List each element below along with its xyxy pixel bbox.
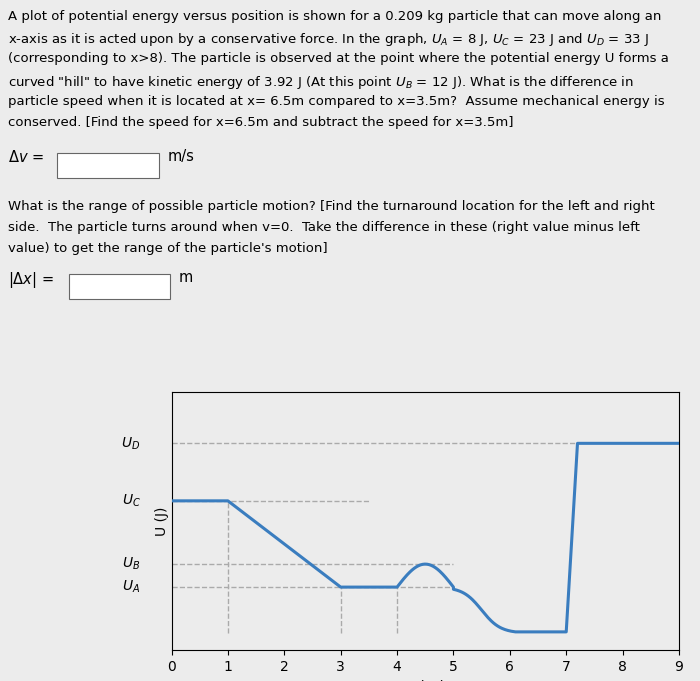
Text: A plot of potential energy versus position is shown for a 0.209 kg particle that: A plot of potential energy versus positi… [8,10,661,23]
Text: x-axis as it is acted upon by a conservative force. In the graph, $U_A$ = 8 J, $: x-axis as it is acted upon by a conserva… [8,31,650,48]
Text: $|\Delta x|$ =: $|\Delta x|$ = [8,270,54,290]
Text: value) to get the range of the particle's motion]: value) to get the range of the particle'… [8,242,328,255]
Text: particle speed when it is located at x= 6.5m compared to x=3.5m?  Assume mechani: particle speed when it is located at x= … [8,95,665,108]
Text: m: m [178,270,192,285]
Text: What is the range of possible particle motion? [Find the turnaround location for: What is the range of possible particle m… [8,200,655,213]
Text: m/s: m/s [167,149,194,164]
Y-axis label: U (J): U (J) [155,506,169,536]
FancyBboxPatch shape [57,153,159,178]
Text: $U_A$: $U_A$ [122,579,141,595]
Text: $U_B$: $U_B$ [122,556,141,572]
Text: $U_C$: $U_C$ [122,492,141,509]
Text: $U_D$: $U_D$ [121,435,141,452]
Text: $\Delta v$ =: $\Delta v$ = [8,149,44,165]
X-axis label: x (m): x (m) [405,680,445,681]
Text: (corresponding to x>8). The particle is observed at the point where the potentia: (corresponding to x>8). The particle is … [8,52,669,65]
FancyBboxPatch shape [69,274,170,299]
Text: curved "hill" to have kinetic energy of 3.92 J (At this point $U_B$ = 12 J). Wha: curved "hill" to have kinetic energy of … [8,74,634,91]
Text: conserved. [Find the speed for x=6.5m and subtract the speed for x=3.5m]: conserved. [Find the speed for x=6.5m an… [8,116,514,129]
Text: side.  The particle turns around when v=0.  Take the difference in these (right : side. The particle turns around when v=0… [8,221,640,234]
